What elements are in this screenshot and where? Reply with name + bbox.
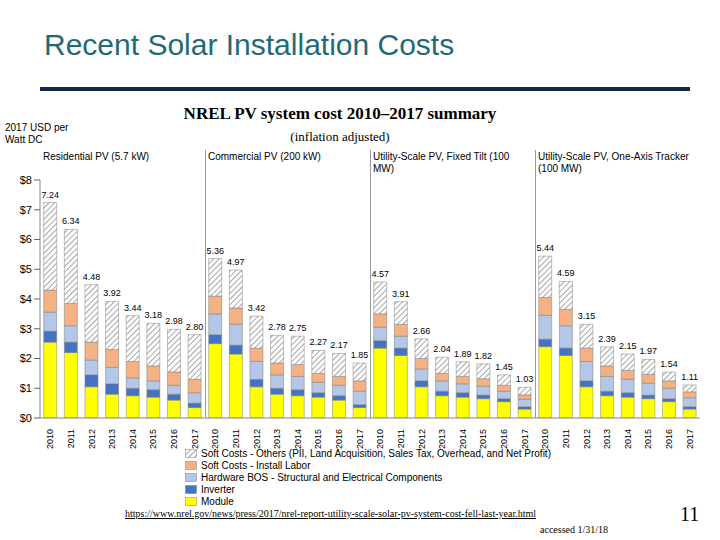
svg-text:2015: 2015: [313, 429, 323, 449]
html-text:Module: Module: [201, 495, 234, 507]
svg-text:1.82: 1.82: [475, 351, 493, 361]
svg-text:2014: 2014: [623, 429, 633, 449]
svg-text:$3: $3: [20, 323, 32, 335]
svg-text:2.17: 2.17: [330, 340, 348, 350]
svg-text:2015: 2015: [643, 429, 653, 449]
svg-text:3.44: 3.44: [124, 303, 142, 313]
svg-text:$1: $1: [20, 382, 32, 394]
svg-text:2017: 2017: [685, 429, 695, 449]
svg-text:1.97: 1.97: [640, 346, 658, 356]
svg-text:4.97: 4.97: [227, 257, 245, 267]
svg-text:2.66: 2.66: [413, 326, 431, 336]
html-text:Soft Costs - Install Labor: Soft Costs - Install Labor: [201, 459, 311, 471]
svg-text:2010: 2010: [45, 429, 55, 449]
svg-text:4.48: 4.48: [83, 272, 101, 282]
svg-text:3.18: 3.18: [145, 310, 163, 320]
svg-text:2013: 2013: [107, 429, 117, 449]
svg-text:1.54: 1.54: [660, 359, 678, 369]
html-text:Inverter: Inverter: [201, 483, 235, 495]
html-text:NREL PV system cost 2010–2017: NREL PV system cost 2010–2017 summary: [183, 104, 497, 123]
svg-text:2016: 2016: [169, 429, 179, 449]
svg-text:2.80: 2.80: [186, 322, 204, 332]
svg-text:2013: 2013: [437, 429, 447, 449]
svg-text:2012: 2012: [87, 429, 97, 449]
svg-text:2017: 2017: [355, 429, 365, 449]
svg-text:2.78: 2.78: [268, 322, 286, 332]
svg-text:1.85: 1.85: [351, 350, 369, 360]
svg-text:2016: 2016: [664, 429, 674, 449]
svg-text:2.15: 2.15: [619, 341, 637, 351]
svg-text:2.27: 2.27: [310, 337, 328, 347]
svg-text:2.39: 2.39: [598, 334, 616, 344]
svg-text:3.91: 3.91: [392, 289, 410, 299]
html-text:11: 11: [680, 503, 700, 525]
svg-text:$0: $0: [20, 412, 32, 424]
html-text:https://www.nrel.gov/news/pres: https://www.nrel.gov/news/press/2017/nre…: [125, 508, 536, 519]
svg-text:5.36: 5.36: [206, 246, 224, 256]
html-text:Utility-Scale PV, One-Axis Tra: Utility-Scale PV, One-Axis Tracker (100 …: [538, 151, 689, 174]
svg-text:2012: 2012: [252, 429, 262, 449]
svg-text:3.92: 3.92: [103, 288, 121, 298]
svg-text:1.45: 1.45: [495, 362, 513, 372]
svg-text:2012: 2012: [417, 429, 427, 449]
svg-text:$2: $2: [20, 352, 32, 364]
svg-text:$4: $4: [20, 293, 32, 305]
svg-text:2011: 2011: [231, 429, 241, 448]
svg-text:2016: 2016: [334, 429, 344, 449]
svg-text:3.42: 3.42: [248, 303, 266, 313]
svg-text:6.34: 6.34: [62, 216, 80, 226]
svg-text:2011: 2011: [396, 429, 406, 448]
svg-text:$8: $8: [20, 174, 32, 186]
svg-text:2015: 2015: [148, 429, 158, 449]
svg-text:$7: $7: [20, 204, 32, 216]
svg-text:5.44: 5.44: [536, 243, 554, 253]
svg-text:$5: $5: [20, 263, 32, 275]
svg-text:2010: 2010: [540, 429, 550, 449]
html-text:Commercial PV (200 kW): Commercial PV (200 kW): [208, 151, 321, 162]
html-text:Recent Solar Installation Cost: Recent Solar Installation Costs: [44, 28, 455, 61]
svg-text:2014: 2014: [128, 429, 138, 449]
svg-text:2.75: 2.75: [289, 323, 307, 333]
svg-text:2010: 2010: [210, 429, 220, 449]
svg-text:2.04: 2.04: [433, 344, 451, 354]
html-text:Utility-Scale PV, Fixed Tilt (: Utility-Scale PV, Fixed Tilt (100 MW): [373, 151, 510, 174]
svg-text:7.24: 7.24: [41, 190, 59, 200]
svg-text:3.15: 3.15: [578, 311, 596, 321]
svg-text:2011: 2011: [66, 429, 76, 448]
svg-text:2011: 2011: [561, 429, 571, 448]
html-text:2017 USD per Watt DC: 2017 USD per Watt DC: [5, 122, 69, 145]
svg-text:2016: 2016: [499, 429, 509, 449]
svg-text:2.98: 2.98: [165, 316, 183, 326]
svg-text:2017: 2017: [520, 429, 530, 449]
html-text:Soft Costs - Others (PII, Land: Soft Costs - Others (PII, Land Acquisiti…: [201, 447, 551, 459]
svg-text:2013: 2013: [272, 429, 282, 449]
svg-text:2017: 2017: [190, 429, 200, 449]
html-text:Residential PV (5.7 kW): Residential PV (5.7 kW): [43, 151, 150, 162]
svg-text:2010: 2010: [375, 429, 385, 449]
html-text:Hardware BOS - Structural and: Hardware BOS - Structural and Electrical…: [201, 471, 443, 483]
svg-text:1.89: 1.89: [454, 349, 472, 359]
svg-text:2014: 2014: [458, 429, 468, 449]
html-text:(inflation adjusted): (inflation adjusted): [290, 129, 390, 144]
svg-text:$6: $6: [20, 233, 32, 245]
svg-text:2013: 2013: [602, 429, 612, 449]
svg-text:2012: 2012: [582, 429, 592, 449]
svg-text:4.59: 4.59: [557, 268, 575, 278]
svg-text:1.11: 1.11: [681, 372, 698, 382]
svg-text:2014: 2014: [293, 429, 303, 449]
svg-text:2015: 2015: [478, 429, 488, 449]
html-text:accessed 1/31/18: accessed 1/31/18: [540, 524, 608, 535]
svg-text:1.03: 1.03: [516, 374, 534, 384]
svg-text:4.57: 4.57: [371, 269, 389, 279]
